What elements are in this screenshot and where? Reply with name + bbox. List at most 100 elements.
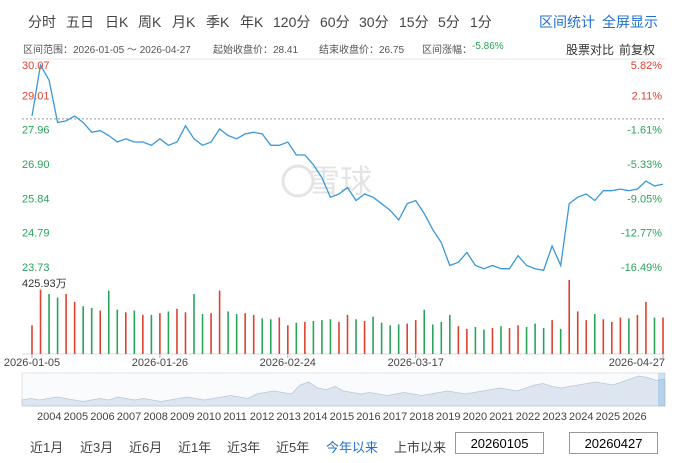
- price-line: [31, 63, 664, 272]
- navigator-year-label: 2019: [436, 411, 460, 423]
- chart-grid: [22, 118, 665, 355]
- tab-quarterly-k[interactable]: 季K: [206, 14, 230, 30]
- x-axis-labels: 2026-01-05 2026-01-26 2026-02-24 2026-03-17…: [4, 354, 665, 369]
- range-6m[interactable]: 近6月: [129, 440, 163, 455]
- volume-bar: [150, 314, 153, 354]
- navigator-year-label: 2018: [409, 411, 433, 423]
- volume-bar: [304, 321, 306, 354]
- navigator-year-label: 2011: [223, 411, 247, 423]
- volume-bar: [176, 308, 178, 354]
- adjust-button[interactable]: 前复权: [619, 43, 656, 57]
- navigator-year-label: 2005: [64, 411, 88, 423]
- tab-120min[interactable]: 120分: [273, 14, 311, 30]
- range-navigator[interactable]: 2004 2005 2006 2007 2008 2009 2010 2011 2012 2013…: [21, 372, 666, 423]
- volume-bar: [491, 327, 494, 354]
- volume-bar: [500, 326, 502, 354]
- y-left-tick-label: 26.90: [22, 159, 50, 171]
- volume-bar: [167, 311, 170, 354]
- tab-five-day[interactable]: 五日: [66, 14, 94, 30]
- volume-bar: [31, 325, 33, 354]
- range-selector: 近1月 近3月 近6月 近1年 近3年 近5年 今年以来 上市以来: [0, 430, 675, 460]
- navigator-selection: [658, 373, 665, 406]
- range-stats-link[interactable]: 区间统计: [539, 14, 595, 30]
- y-right-tick-label: 5.82%: [631, 60, 662, 72]
- navigator-year-label: 2024: [569, 411, 593, 423]
- volume-bar: [483, 329, 485, 354]
- tab-intraday[interactable]: 分时: [28, 14, 56, 30]
- y-left-tick-label: 27.96: [22, 125, 50, 137]
- navigator-year-label: 2007: [117, 411, 141, 423]
- volume-bar: [619, 317, 622, 354]
- y-right-tick-label: 2.11%: [632, 90, 663, 102]
- date-from-input[interactable]: [455, 432, 544, 454]
- range-3m[interactable]: 近3月: [80, 440, 114, 455]
- volume-bar: [585, 320, 588, 354]
- navigator-year-label: 2026: [622, 411, 646, 423]
- volume-bars: [31, 280, 664, 354]
- range-1m[interactable]: 近1月: [30, 440, 64, 455]
- y-left-tick-label: 30.07: [22, 60, 50, 72]
- volume-bar: [278, 317, 281, 354]
- volume-bar: [193, 294, 195, 354]
- tab-60min[interactable]: 60分: [320, 14, 350, 30]
- volume-bar: [287, 325, 289, 354]
- tab-daily-k[interactable]: 日K: [105, 14, 129, 30]
- volume-bar: [295, 322, 298, 354]
- volume-bar: [73, 301, 76, 354]
- x-tick-label: 2026-04-27: [609, 357, 665, 369]
- navigator-year-label: 2023: [542, 411, 566, 423]
- tab-1min[interactable]: 1分: [470, 14, 492, 30]
- navigator-year-label: 2009: [170, 411, 194, 423]
- volume-bar: [474, 327, 477, 354]
- navigator-year-label: 2022: [516, 411, 540, 423]
- navigator-year-label: 2025: [596, 411, 620, 423]
- range-since-ipo[interactable]: 上市以来: [394, 440, 447, 455]
- volume-bar: [534, 323, 536, 354]
- volume-bar: [252, 314, 255, 354]
- tab-30min[interactable]: 30分: [359, 14, 389, 30]
- tab-yearly-k[interactable]: 年K: [240, 14, 264, 30]
- y-right-tick-label: -1.61%: [627, 125, 662, 137]
- change-label: 区间涨幅：: [422, 45, 472, 56]
- volume-bar: [65, 294, 67, 354]
- volume-bar: [457, 326, 460, 354]
- range-5y[interactable]: 近5年: [276, 440, 310, 455]
- range-1y[interactable]: 近1年: [178, 440, 212, 455]
- volume-bar: [244, 313, 246, 354]
- navigator-year-label: 2016: [356, 411, 380, 423]
- tab-weekly-k[interactable]: 周K: [138, 14, 162, 30]
- volume-bar: [406, 323, 408, 354]
- date-to-input[interactable]: [569, 432, 658, 454]
- range-text: 区间范围：2026-01-05 ～ 2026-04-27: [23, 45, 191, 56]
- range-ytd[interactable]: 今年以来: [326, 440, 379, 455]
- volume-bar: [159, 313, 161, 354]
- navigator-year-label: 2004: [37, 411, 61, 423]
- volume-bar: [355, 319, 357, 354]
- compare-button[interactable]: 股票对比: [566, 43, 615, 57]
- volume-bar: [645, 301, 647, 354]
- volume-bar: [542, 327, 545, 354]
- fullscreen-link[interactable]: 全屏显示: [602, 14, 658, 30]
- volume-bar: [363, 320, 366, 354]
- volume-bar: [380, 322, 383, 354]
- tab-monthly-k[interactable]: 月K: [172, 14, 196, 30]
- range-info-bar: 区间范围：2026-01-05 ～ 2026-04-27 起始收盘价：28.41…: [0, 40, 675, 57]
- tab-5min[interactable]: 5分: [438, 14, 460, 30]
- volume-bar: [653, 317, 656, 354]
- tab-15min[interactable]: 15分: [399, 14, 429, 30]
- volume-bar: [440, 321, 443, 354]
- volume-bar: [397, 324, 400, 354]
- volume-bar: [372, 316, 374, 354]
- navigator-year-label: 2010: [197, 411, 221, 423]
- volume-bar: [338, 321, 340, 354]
- volume-bar: [449, 314, 451, 354]
- volume-bar: [593, 314, 596, 354]
- price-chart[interactable]: 雪球 30.07 5.82%29.01 2.11%27.96 -1.61%26.90-…: [0, 0, 675, 430]
- x-tick-label: 2026-01-26: [132, 357, 188, 369]
- period-tabs: 分时 五日 日K 周K 月K 季K 年K 120分 60分 30分 15分 5分…: [0, 0, 675, 38]
- volume-bar: [235, 314, 238, 354]
- volume-bar: [568, 280, 571, 354]
- volume-bar: [389, 325, 391, 354]
- range-3y[interactable]: 近3年: [227, 440, 261, 455]
- volume-bar: [227, 311, 229, 354]
